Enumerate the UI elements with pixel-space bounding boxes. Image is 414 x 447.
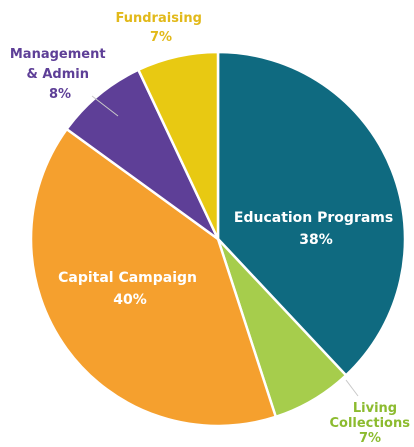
living-collections-second-word: Collections (329, 416, 410, 431)
label-capital-campaign: Capital Campaign 40% (58, 270, 202, 308)
leader-lines (91, 95, 359, 397)
label-management-admin: Management & Admin 8% (10, 47, 110, 102)
label-living-collections: Living (353, 401, 397, 416)
label-education-programs: Education Programs 38% (234, 210, 398, 248)
label-fundraising: Fundraising 7% (116, 11, 207, 45)
management-admin-line2: & Admin (26, 67, 89, 82)
slice-education-programs (216, 50, 407, 377)
leader-line-management-admin (91, 95, 119, 117)
label-living-collections-line2: Collections 7% (329, 416, 414, 446)
pie-slices (29, 50, 407, 428)
slice-management-admin (65, 68, 220, 241)
slice-capital-campaign (29, 127, 278, 428)
slice-fundraising (137, 50, 220, 241)
management-admin-line1: Management (10, 47, 106, 62)
leader-line-living-collections (345, 379, 359, 397)
